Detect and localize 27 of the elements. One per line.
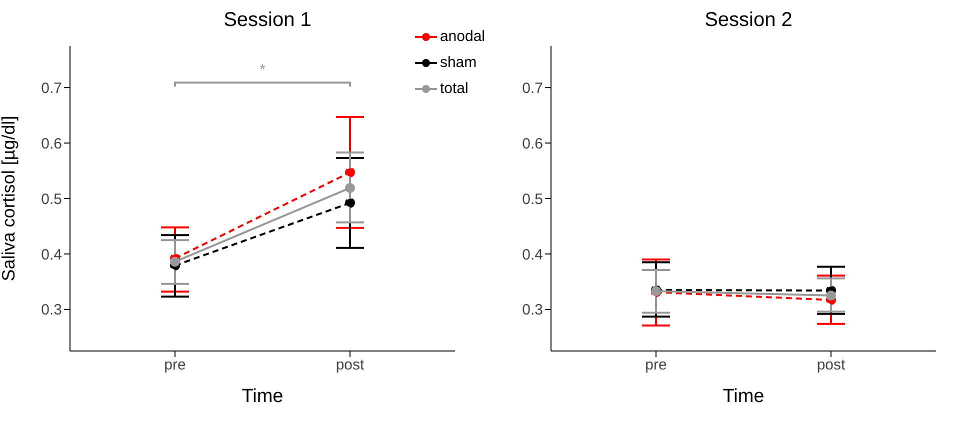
y-tick-label: 0.6 — [41, 135, 62, 152]
y-tick-label: 0.7 — [41, 80, 62, 97]
legend-label: total — [440, 79, 468, 99]
x-axis-title: Time — [722, 386, 764, 407]
x-tick-label: post — [816, 356, 846, 374]
chart-title: Session 1 — [224, 9, 312, 31]
y-tick-label: 0.3 — [522, 302, 543, 319]
y-tick-label: 0.4 — [522, 246, 543, 264]
legend-label: sham — [440, 53, 477, 73]
y-tick-label: 0.4 — [41, 246, 62, 264]
x-tick-label: pre — [164, 356, 186, 374]
legend-label: anodal — [440, 27, 485, 47]
point — [170, 256, 180, 267]
y-tick-label: 0.7 — [522, 80, 543, 97]
y-tick-label: 0.5 — [522, 190, 543, 208]
y-tick-label: 0.6 — [522, 135, 543, 152]
y-tick-label: 0.5 — [41, 190, 62, 208]
point — [345, 167, 355, 178]
x-axis-title: Time — [242, 386, 284, 407]
point — [345, 198, 355, 208]
annotation: * — [260, 62, 266, 79]
y-tick-label: 0.3 — [41, 302, 62, 319]
y-axis-title: Saliva cortisol [µg/dl] — [0, 116, 18, 282]
point — [345, 182, 355, 193]
x-tick-label: pre — [645, 356, 667, 374]
x-tick-label: post — [336, 356, 366, 374]
chart-title: Session 2 — [704, 9, 792, 31]
